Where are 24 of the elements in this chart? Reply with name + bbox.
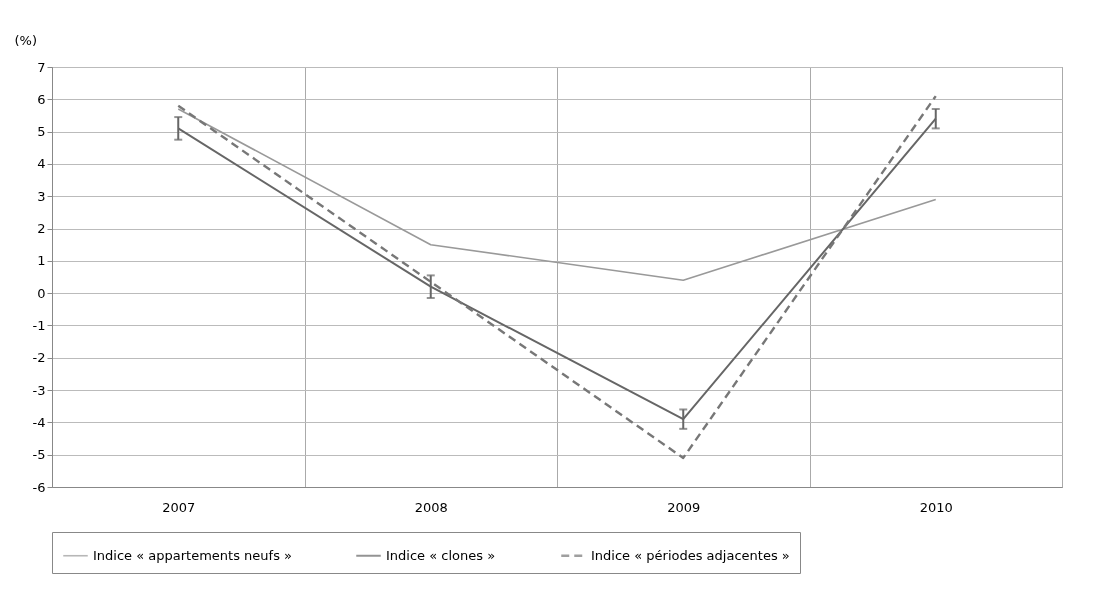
y-tick-label: -5	[32, 447, 46, 463]
y-tick-label: -2	[32, 350, 46, 366]
x-tick-label: 2008	[414, 499, 448, 515]
legend-label: Indice « clones »	[386, 547, 496, 563]
y-tick-label: 2	[37, 221, 46, 237]
x-tick-label: 2007	[162, 499, 196, 515]
y-tick-label: 6	[37, 91, 46, 107]
legend-label: Indice « appartements neufs »	[93, 547, 292, 563]
y-tick-label: -3	[32, 382, 46, 398]
y-tick-label: 7	[37, 59, 46, 75]
y-tick-label: -6	[32, 479, 46, 495]
line-series	[177, 94, 937, 460]
legend-label: Indice « périodes adjacentes »	[591, 547, 790, 563]
y-tick-label: 5	[37, 124, 46, 140]
line-series	[177, 108, 937, 282]
x-tick-label: 2010	[919, 499, 953, 515]
y-axis-title: (%)	[14, 32, 37, 48]
y-tick-label: -1	[32, 317, 46, 333]
y-tick-label: 4	[37, 156, 46, 172]
y-tick-label: 0	[37, 285, 46, 301]
y-tick-label: -4	[32, 414, 46, 430]
y-tick-label: 3	[37, 188, 46, 204]
y-tick-label: 1	[37, 253, 46, 269]
x-tick-label: 2009	[667, 499, 701, 515]
